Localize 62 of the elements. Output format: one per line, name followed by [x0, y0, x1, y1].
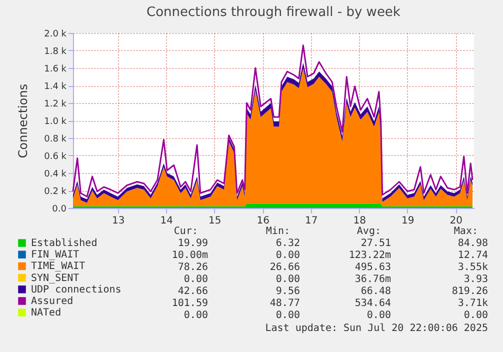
y-tick-label: 1.2 k [44, 100, 68, 110]
text: Cur: [174, 226, 198, 237]
y-tick-label: 0.0 [52, 204, 67, 214]
text: 534.64 [354, 298, 391, 309]
text: 66.48 [360, 286, 391, 297]
text: 10.00m [172, 250, 208, 261]
y-tick-label: 2.0 k [44, 30, 68, 40]
x-tick-label: 18 [353, 216, 366, 226]
y-tick-label: 1.6 k [44, 64, 68, 74]
x-tick-label: 19 [402, 216, 414, 226]
text: 0.00 [276, 250, 300, 261]
y-tick-label: 0.6 k [44, 152, 68, 162]
x-tick-label: 14 [160, 216, 173, 226]
text: 78.26 [178, 262, 208, 273]
text: 123.22m [348, 250, 391, 261]
y-tick-label: 1.8 k [44, 47, 68, 57]
y-tick-label: 1.0 k [44, 117, 68, 127]
y-tick-label: 1.4 k [44, 82, 68, 92]
text: Max: [454, 226, 478, 237]
text: 0.00 [184, 274, 208, 285]
x-tick-label: 15 [208, 216, 222, 226]
text: 3.55k [458, 262, 488, 273]
text: 27.51 [360, 238, 391, 249]
legend-label: SYN_SENT [31, 272, 80, 284]
text: 42.66 [178, 286, 208, 297]
legend-label: TIME_WAIT [31, 261, 86, 272]
text: 0.00 [464, 310, 488, 321]
y-tick-label: 0.2 k [44, 187, 68, 197]
text: Min: [266, 226, 290, 237]
x-tick-label: 13 [112, 216, 125, 226]
text: 495.63 [354, 262, 391, 273]
text: Last update: Sun Jul 20 22:00:06 2025 [265, 323, 488, 334]
text: 0.00 [276, 274, 300, 285]
text: 26.66 [270, 262, 300, 273]
text: 48.77 [270, 298, 300, 309]
legend-label: FIN_WAIT [31, 250, 80, 261]
x-tick-label: 20 [450, 216, 463, 226]
text: 819.26 [452, 286, 488, 297]
x-tick-label: 17 [305, 216, 318, 226]
text: 19.99 [178, 238, 208, 249]
legend-label: NATed [31, 308, 62, 319]
line-series [72, 44, 474, 198]
legend-label: Assured [31, 296, 74, 307]
text: 12.74 [458, 250, 488, 261]
x-tick-label: 16 [256, 216, 270, 226]
legend-label: UDP connections [31, 284, 122, 296]
chart-title: Connections through firewall - by week [146, 5, 401, 20]
text: 3.93 [464, 274, 488, 285]
text: 0.00 [276, 310, 300, 321]
y-tick-label: 0.8 k [44, 134, 68, 144]
text: Avg: [356, 226, 381, 237]
text: 101.59 [172, 298, 208, 309]
y-axis-title: Connections [16, 84, 30, 158]
text: 84.98 [458, 238, 488, 249]
text: 6.32 [276, 238, 300, 249]
text: 0.00 [184, 310, 208, 321]
text: 0.00 [366, 310, 391, 321]
text: 3.71k [458, 298, 488, 309]
legend-label: Established [31, 238, 98, 249]
text: 9.56 [276, 286, 300, 297]
text: 36.76m [354, 274, 391, 285]
y-tick-label: 0.4 k [44, 170, 68, 180]
